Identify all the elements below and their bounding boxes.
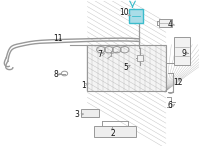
Text: 1: 1 [81,81,86,90]
Text: 8: 8 [53,70,58,79]
Text: 10: 10 [119,8,128,17]
Text: 4: 4 [168,20,172,29]
Text: 7: 7 [98,50,102,59]
Text: 12: 12 [173,78,183,87]
Bar [174,37,190,65]
Text: 11: 11 [53,34,62,43]
Bar [137,55,143,61]
Bar [81,109,99,117]
Text: 6: 6 [168,101,172,110]
Text: 9: 9 [181,49,186,58]
Bar [159,19,172,27]
Text: 3: 3 [75,110,80,119]
Bar [87,45,166,91]
Text: 5: 5 [123,62,128,71]
Text: 2: 2 [110,129,115,138]
Bar [94,126,136,137]
FancyBboxPatch shape [129,9,143,23]
